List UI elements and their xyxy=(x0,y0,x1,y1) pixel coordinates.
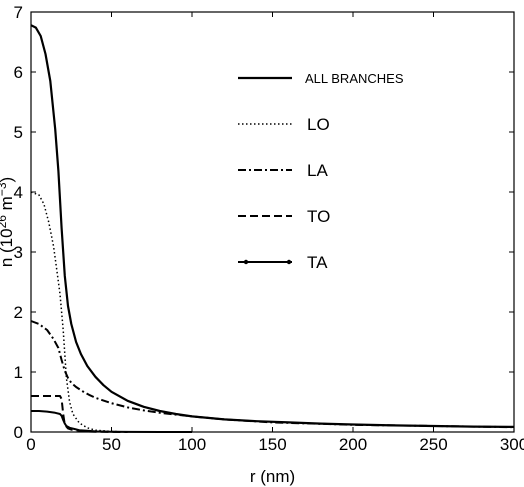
x-tick-label: 200 xyxy=(339,435,367,454)
y-axis-label-main: n (10 xyxy=(0,228,16,267)
y-tick-label: 7 xyxy=(14,3,23,22)
series-line-la xyxy=(30,320,515,429)
y-tick-label: 3 xyxy=(14,243,23,262)
y-tick-label: 1 xyxy=(14,363,23,382)
y-axis-label-exp2: −3 xyxy=(0,182,9,196)
y-tick-label: 6 xyxy=(14,63,23,82)
y-axis-label-close: ) xyxy=(0,177,16,183)
series-line-all-branches xyxy=(30,24,515,428)
y-tick-label: 2 xyxy=(14,303,23,322)
x-tick-label: 300 xyxy=(500,435,524,454)
plot-lines xyxy=(30,24,515,433)
x-tick-label: 150 xyxy=(258,435,286,454)
y-axis-label-mid: m xyxy=(0,196,16,215)
x-tick-label: 100 xyxy=(178,435,206,454)
axis-ticks: 0 50 100 150 200 250 300 0 1 2 3 4 5 6 7 xyxy=(14,3,524,454)
y-tick-label: 5 xyxy=(14,123,23,142)
series-line-to xyxy=(31,395,128,433)
plot-frame xyxy=(30,11,515,433)
legend-marker xyxy=(286,259,292,265)
y-axis-label-exp1: 26 xyxy=(0,215,9,229)
legend-label: LO xyxy=(307,115,330,134)
x-tick-label: 50 xyxy=(102,435,121,454)
legend-label: ALL BRANCHES xyxy=(305,71,404,86)
legend: ALL BRANCHES LO LA TO TA xyxy=(238,71,404,272)
x-axis-label: r (nm) xyxy=(250,467,295,486)
y-tick-label: 0 xyxy=(14,423,23,442)
legend-label: TA xyxy=(307,253,328,272)
legend-marker xyxy=(243,259,249,265)
series-line-lo xyxy=(30,191,128,433)
legend-label: TO xyxy=(307,207,330,226)
y-tick-label: 4 xyxy=(14,183,23,202)
x-tick-label: 0 xyxy=(26,435,35,454)
legend-label: LA xyxy=(307,161,328,180)
x-tick-label: 250 xyxy=(419,435,447,454)
y-axis-label: n (1026 m−3) xyxy=(0,177,16,267)
